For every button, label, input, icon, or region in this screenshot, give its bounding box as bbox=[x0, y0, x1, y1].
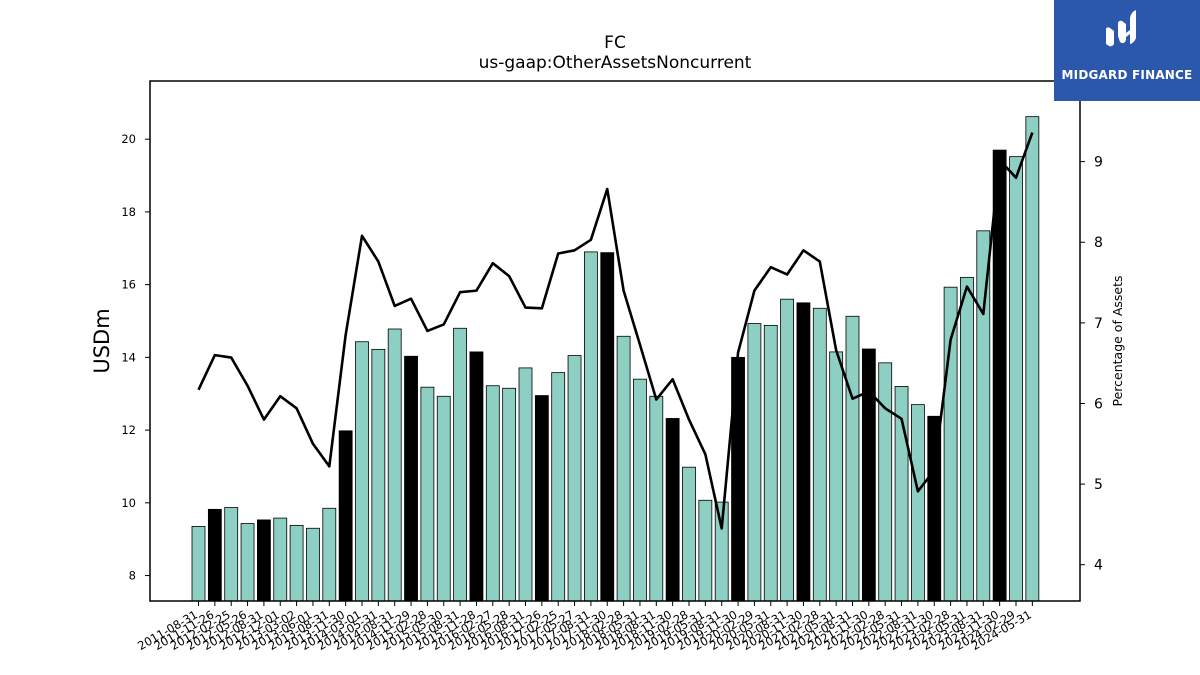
bar-2022-02-28 bbox=[878, 362, 893, 602]
bar-2018-05-31 bbox=[633, 378, 647, 602]
bar-2021-05-31 bbox=[829, 351, 844, 602]
y-tick-label: 16 bbox=[121, 278, 136, 292]
y2-tick-label: 9 bbox=[1094, 155, 1103, 171]
bar-2020-02-29 bbox=[747, 323, 762, 602]
bar-2021-02-28 bbox=[812, 307, 827, 602]
bar-2014-11-29 bbox=[404, 355, 418, 602]
bar-2022-08-31 bbox=[911, 404, 925, 602]
y2-axis-label: Percentage of Assets bbox=[1110, 276, 1125, 407]
bar-2011-11-26 bbox=[207, 508, 222, 602]
y2-tick-label: 6 bbox=[1094, 396, 1103, 412]
bar-2012-12-01 bbox=[273, 517, 288, 602]
bar-2013-08-31 bbox=[322, 507, 337, 602]
bar-2015-11-28 bbox=[469, 351, 484, 602]
bar-2020-05-31 bbox=[763, 324, 778, 602]
bar-2012-05-26 bbox=[240, 523, 255, 602]
bar-2023-11-30 bbox=[992, 149, 1007, 602]
bar-2021-11-30 bbox=[861, 348, 876, 602]
midgard-finance-logo: MIDGARD FINANCE bbox=[1054, 0, 1200, 101]
bar-2015-05-30 bbox=[436, 395, 451, 602]
midgard-logo-icon bbox=[1106, 10, 1136, 47]
bar-2012-02-25 bbox=[224, 507, 239, 602]
y-tick-label: 8 bbox=[129, 569, 136, 583]
bar-2013-03-02 bbox=[289, 524, 304, 602]
bar-2018-11-30 bbox=[665, 418, 680, 602]
bar-2013-11-30 bbox=[338, 430, 353, 602]
y-tick-label: 20 bbox=[121, 132, 136, 146]
y-axis-left: 8 10 12 14 16 18 20 bbox=[121, 132, 150, 583]
bar-2015-08-31 bbox=[453, 327, 468, 602]
y2-tick-label: 5 bbox=[1094, 477, 1103, 493]
bar-2019-02-28 bbox=[682, 466, 696, 602]
bar-2016-11-26 bbox=[534, 395, 549, 602]
y-tick-label: 12 bbox=[121, 423, 136, 437]
y-axis-right: 4 5 6 7 8 9 bbox=[1080, 155, 1103, 574]
bar-2014-08-31 bbox=[387, 328, 402, 602]
bar-2016-05-28 bbox=[502, 387, 517, 602]
bar-2020-08-31 bbox=[780, 298, 794, 602]
bar-2023-08-31 bbox=[976, 230, 991, 602]
bar-2024-02-29 bbox=[1009, 156, 1023, 602]
bar-2012-08-31 bbox=[256, 519, 271, 602]
y-tick-label: 14 bbox=[121, 350, 136, 364]
bar-2011-08-31 bbox=[191, 526, 206, 602]
y-axis-label: USDm bbox=[90, 308, 114, 373]
y2-tick-label: 7 bbox=[1094, 316, 1103, 332]
bar-2023-05-31 bbox=[960, 276, 974, 602]
line-series bbox=[197, 132, 1034, 530]
chart-subtitle: us-gaap:OtherAssetsNoncurrent bbox=[479, 53, 752, 73]
percentage-line bbox=[197, 132, 1034, 530]
bar-2019-05-31 bbox=[698, 499, 713, 602]
x-axis: 2011-08-312011-11-262012-02-252012-05-26… bbox=[135, 601, 1034, 653]
bar-series bbox=[191, 116, 1040, 602]
bar-2024-05-31 bbox=[1025, 116, 1040, 602]
y-tick-label: 18 bbox=[121, 205, 136, 219]
logo-text: MIDGARD FINANCE bbox=[1061, 68, 1193, 82]
y2-tick-label: 8 bbox=[1094, 235, 1103, 251]
bar-2018-02-28 bbox=[616, 335, 631, 602]
bar-2023-02-28 bbox=[943, 286, 958, 602]
bar-2017-08-31 bbox=[584, 251, 598, 602]
chart-title: FC bbox=[604, 33, 626, 53]
bar-2018-08-31 bbox=[649, 395, 664, 602]
bar-2016-08-31 bbox=[518, 367, 533, 602]
y2-tick-label: 4 bbox=[1094, 558, 1103, 574]
bar-2017-11-30 bbox=[600, 252, 615, 602]
bar-2014-03-01 bbox=[355, 341, 369, 602]
bar-2014-05-31 bbox=[371, 348, 386, 602]
y-tick-label: 10 bbox=[121, 496, 136, 510]
bar-2017-02-25 bbox=[551, 372, 566, 602]
bar-2016-02-27 bbox=[485, 385, 500, 602]
bar-2017-05-27 bbox=[567, 355, 582, 602]
bar-2021-08-31 bbox=[845, 315, 860, 602]
bar-2013-06-01 bbox=[306, 527, 320, 602]
bar-2015-02-28 bbox=[420, 386, 435, 602]
bar-2020-11-30 bbox=[796, 302, 811, 602]
plot-frame bbox=[149, 80, 1081, 602]
